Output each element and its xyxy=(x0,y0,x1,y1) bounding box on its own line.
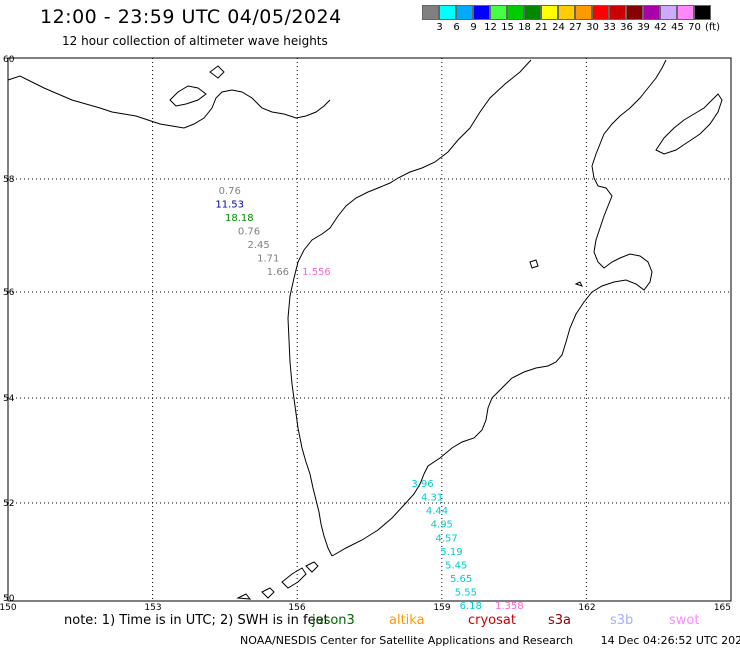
wave-height-value: 4.44 xyxy=(426,506,448,517)
mission-jason3: jason3 xyxy=(312,613,355,628)
karaginsky-island xyxy=(655,93,723,155)
longitude-label: 156 xyxy=(288,603,305,613)
scale-swatch xyxy=(626,5,643,20)
scale-swatch xyxy=(677,5,694,20)
observation-labels: 0.76 11.53 18.18 0.76 2.45 1.71 1.66 1.556 3.96 4… xyxy=(215,186,523,612)
latitude-label: 60 xyxy=(3,55,15,65)
scale-swatch xyxy=(439,5,456,20)
lat-lon-grid xyxy=(8,58,731,601)
scale-swatch xyxy=(575,5,592,20)
scale-label: 18 xyxy=(518,22,531,33)
scale-label: 33 xyxy=(603,22,616,33)
islet xyxy=(529,259,539,269)
latitude-label: 54 xyxy=(3,394,15,404)
scale-label: 30 xyxy=(586,22,599,33)
wave-height-value: 3.96 xyxy=(411,479,433,490)
footnote: note: 1) Time is in UTC; 2) SWH is in fe… xyxy=(64,613,329,628)
wave-height-value: 1.358 xyxy=(495,601,524,612)
kuril-islet xyxy=(236,593,252,600)
scale-label: 45 xyxy=(671,22,684,33)
longitude-label: 159 xyxy=(433,603,450,613)
map-frame xyxy=(7,57,732,602)
wave-height-value: 4.57 xyxy=(435,533,457,544)
scale-swatch xyxy=(558,5,575,20)
scale-swatch xyxy=(609,5,626,20)
wave-height-value: 6.18 xyxy=(460,601,482,612)
wave-height-value: 11.53 xyxy=(215,199,244,210)
mission-swot: swot xyxy=(669,613,700,628)
scale-label: 9 xyxy=(470,22,477,33)
wave-height-value: 0.76 xyxy=(219,186,241,197)
okhotsk-north-shore xyxy=(7,75,331,129)
scale-label: 70 xyxy=(688,22,701,33)
wave-height-value: 1.71 xyxy=(257,254,279,265)
kamchatka-east-coast xyxy=(331,59,667,557)
mission-s3a: s3a xyxy=(548,613,572,628)
longitude-label: 162 xyxy=(578,603,595,613)
wave-height-value: 5.45 xyxy=(445,560,467,571)
kamchatka-west-coast xyxy=(287,59,532,557)
wave-height-value: 5.55 xyxy=(455,588,477,599)
scale-swatch xyxy=(490,5,507,20)
scale-swatch xyxy=(694,5,711,20)
scale-label: 15 xyxy=(501,22,514,33)
scale-swatch xyxy=(422,5,439,20)
paramushir-island xyxy=(281,567,307,589)
wave-height-value: 1.556 xyxy=(302,267,331,278)
scale-label: 42 xyxy=(654,22,667,33)
scale-swatch xyxy=(456,5,473,20)
longitude-label: 150 xyxy=(0,603,17,613)
org-credit: NOAA/NESDIS Center for Satellite Applica… xyxy=(240,634,574,647)
shumshu-island xyxy=(305,561,319,573)
zavyalova-island xyxy=(209,65,225,79)
wave-height-value: 4.95 xyxy=(431,520,453,531)
mission-s3b: s3b xyxy=(610,613,634,628)
longitude-label: 153 xyxy=(144,603,161,613)
latitude-label: 52 xyxy=(3,499,14,509)
scale-label: 21 xyxy=(535,22,548,33)
scale-label: 27 xyxy=(569,22,582,33)
mission-cryosat: cryosat xyxy=(468,613,516,628)
mission-altika: altika xyxy=(389,613,425,628)
longitude-label: 165 xyxy=(714,603,731,613)
scale-swatch xyxy=(643,5,660,20)
axis-labels: 150 153 156 159 162 165 60 58 56 54 52 50 xyxy=(0,55,731,613)
onekotan-island xyxy=(261,587,275,599)
map-title: 12:00 - 23:59 UTC 04/05/2024 xyxy=(40,6,342,28)
footer-credit: NOAA/NESDIS Center for Satellite Applica… xyxy=(240,634,740,647)
islet xyxy=(574,281,583,287)
latitude-label: 56 xyxy=(3,288,15,298)
scale-label: 6 xyxy=(453,22,460,33)
scale-swatch xyxy=(507,5,524,20)
scale-unit: (ft) xyxy=(705,22,721,33)
map-subtitle: 12 hour collection of altimeter wave hei… xyxy=(62,34,328,48)
wave-height-value: 2.45 xyxy=(248,240,270,251)
color-scale-legend xyxy=(422,5,711,20)
koni-peninsula xyxy=(169,85,207,107)
latitude-label: 50 xyxy=(3,594,15,604)
wave-height-value: 1.66 xyxy=(267,267,289,278)
latitude-label: 58 xyxy=(3,175,15,185)
scale-label: 36 xyxy=(620,22,633,33)
scale-swatch xyxy=(541,5,558,20)
wave-height-value: 18.18 xyxy=(225,213,254,224)
generated-timestamp: 14 Dec 04:26:52 UTC 2024 xyxy=(600,634,740,647)
wave-height-value: 5.19 xyxy=(440,547,462,558)
scale-label: 3 xyxy=(436,22,443,33)
scale-label: 24 xyxy=(552,22,565,33)
wave-height-value: 4.31 xyxy=(421,493,443,504)
scale-swatch xyxy=(592,5,609,20)
scale-swatch xyxy=(660,5,677,20)
coastline xyxy=(7,59,723,600)
scale-swatch xyxy=(473,5,490,20)
scale-label: 39 xyxy=(637,22,650,33)
wave-height-value: 0.76 xyxy=(238,226,260,237)
scale-swatch xyxy=(524,5,541,20)
wave-height-value: 5.65 xyxy=(450,574,472,585)
scale-label: 12 xyxy=(484,22,497,33)
